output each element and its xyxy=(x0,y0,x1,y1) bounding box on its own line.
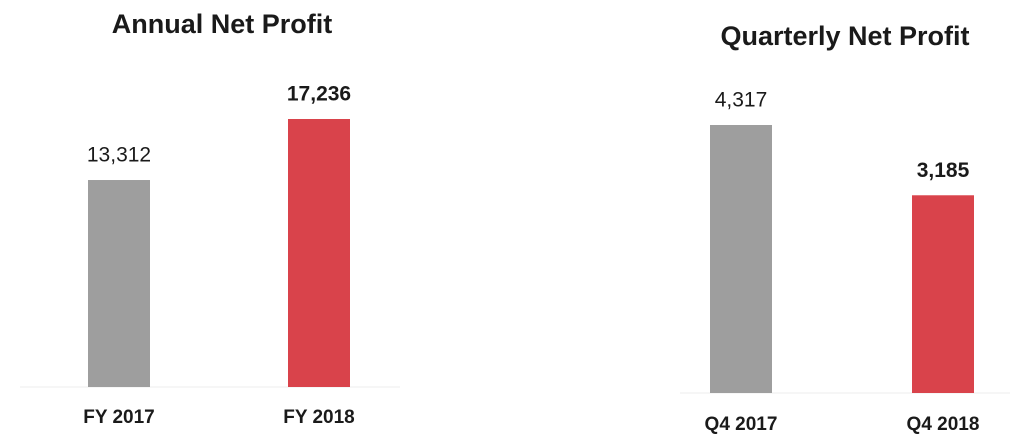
value-label: 3,185 xyxy=(917,159,970,182)
value-label: 13,312 xyxy=(87,144,151,167)
chart-title: Quarterly Net Profit xyxy=(720,21,969,51)
value-label: 17,236 xyxy=(287,83,351,106)
x-tick-label: Q4 2018 xyxy=(907,414,980,435)
chart-title: Annual Net Profit xyxy=(112,9,333,39)
bar xyxy=(912,195,974,393)
value-label: 4,317 xyxy=(715,89,768,112)
x-tick-label: FY 2017 xyxy=(83,407,154,428)
bar xyxy=(710,125,772,393)
x-tick-label: Q4 2017 xyxy=(705,414,778,435)
x-tick-label: FY 2018 xyxy=(283,407,354,428)
bar xyxy=(88,180,150,387)
bar xyxy=(288,119,350,387)
